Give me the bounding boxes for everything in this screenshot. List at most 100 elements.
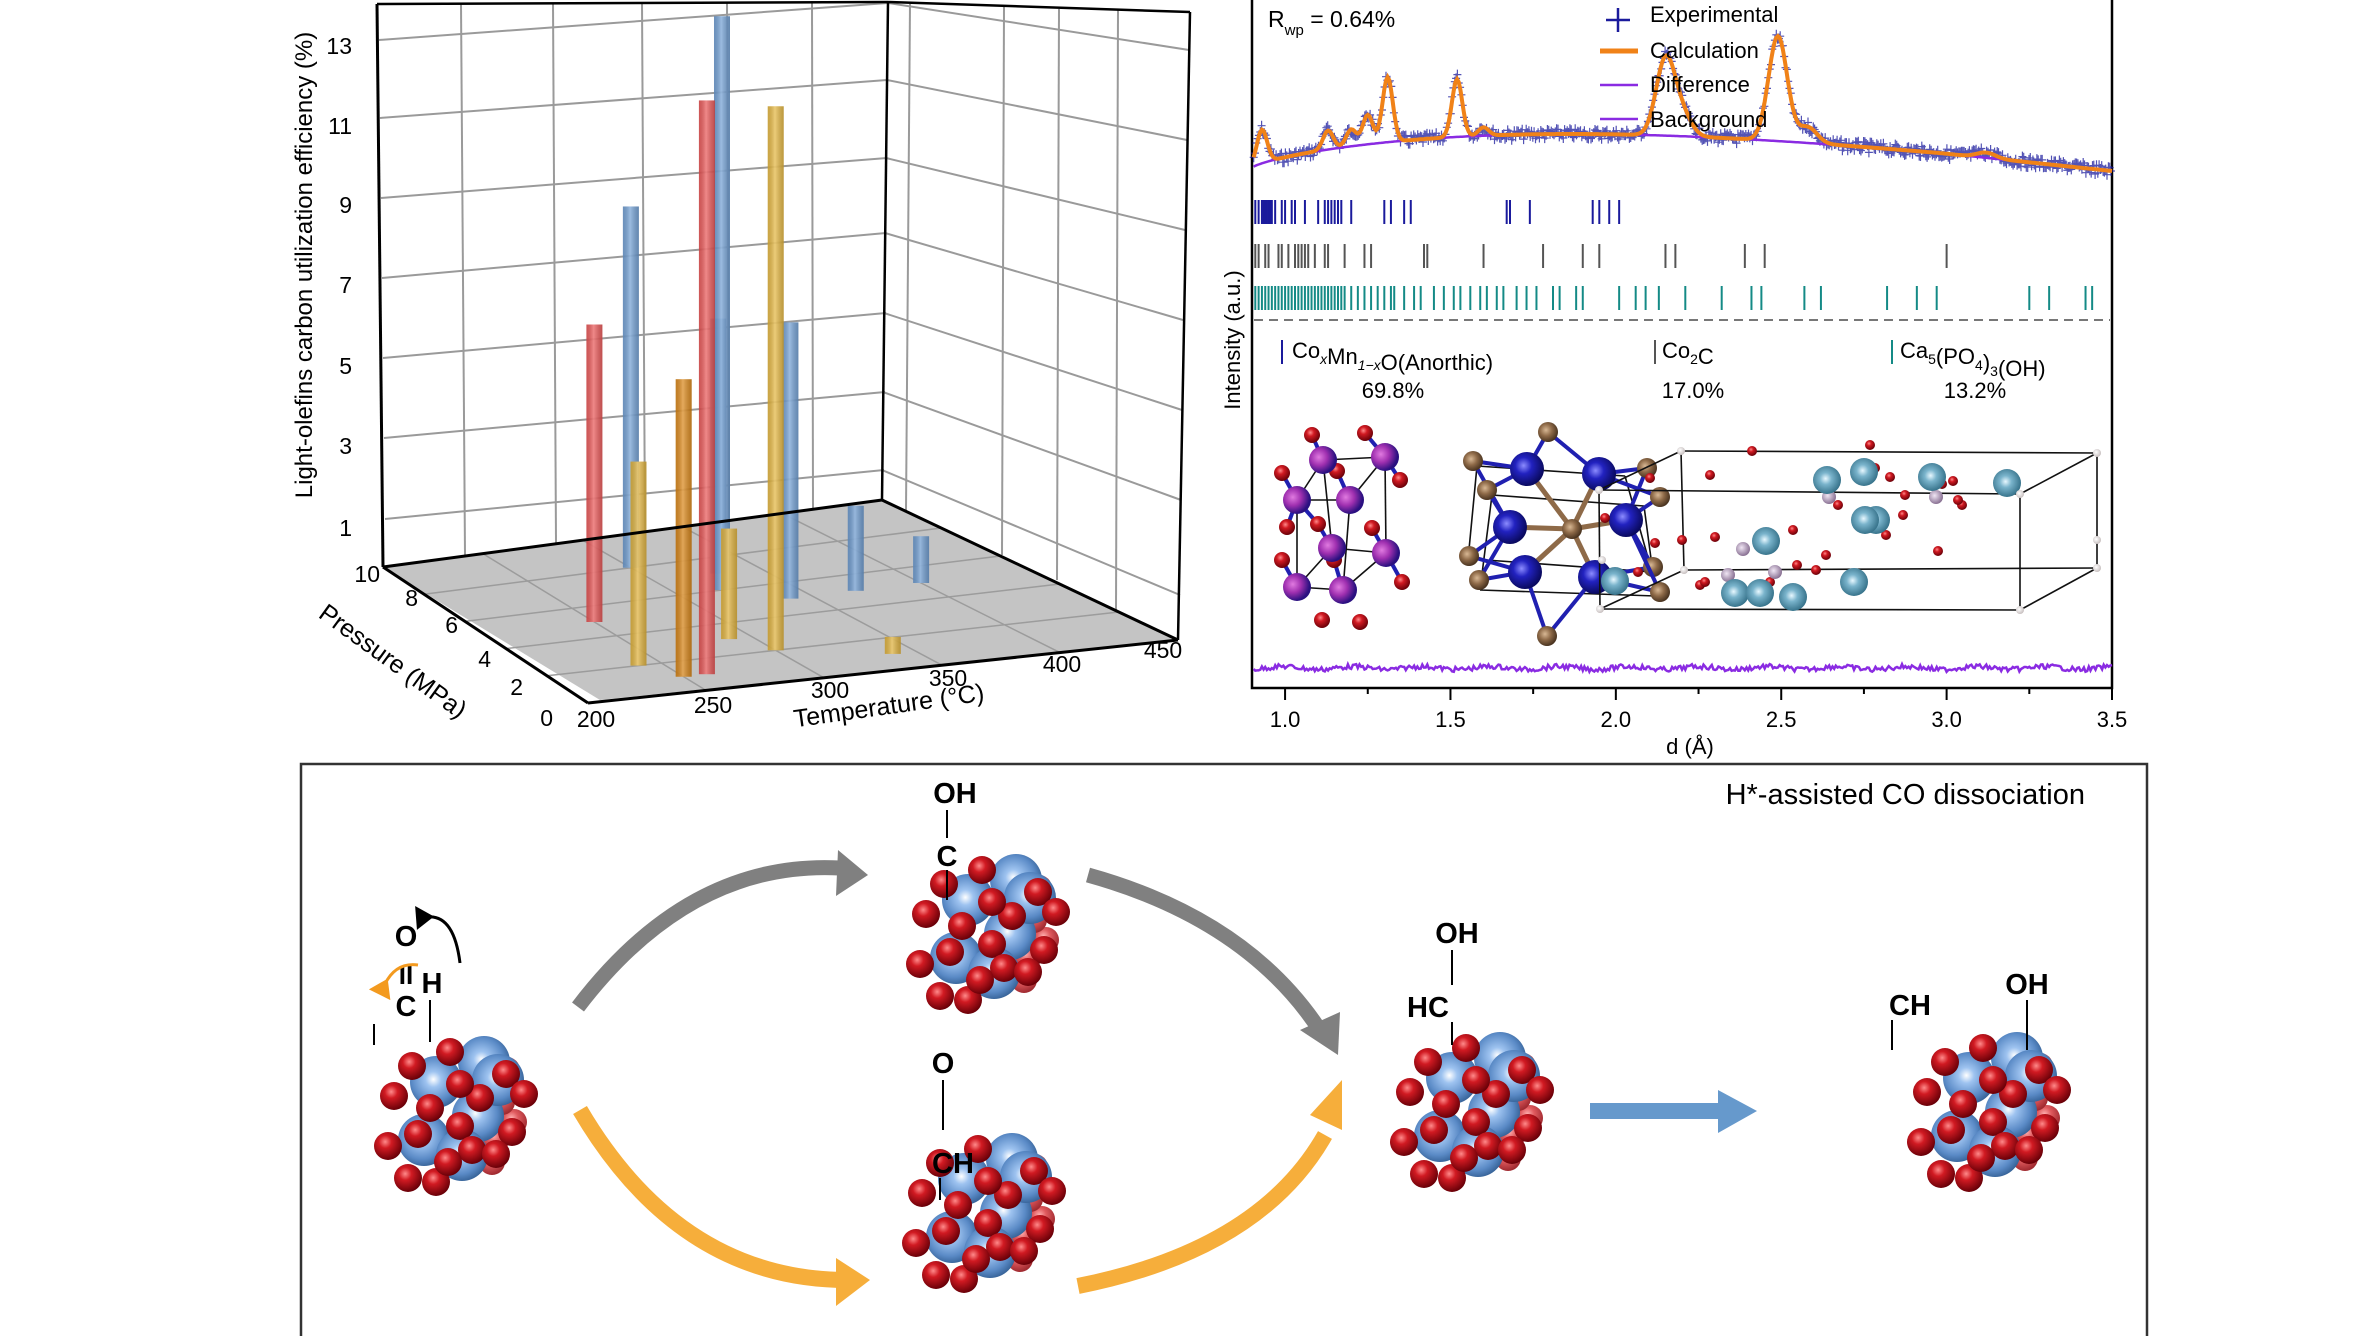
calcium-atom: [1851, 506, 1879, 534]
final-products: CH OH: [1889, 969, 2049, 1050]
phosphorus-atom: [1768, 565, 1782, 579]
oxygen-atom: [2015, 1136, 2043, 1164]
oxygen-atom: [1677, 535, 1687, 545]
grid-line: [883, 312, 1183, 411]
bar-shade: [630, 461, 647, 666]
oxygen-atom: [1949, 1090, 1977, 1118]
axes-frame: [375, 0, 1192, 705]
z-tick-label: 1: [339, 515, 352, 541]
oxygen-atom: [908, 1179, 936, 1207]
oxygen-atom: [964, 1135, 992, 1163]
z-tick-label: 7: [339, 272, 352, 298]
calcium-atom: [1746, 579, 1774, 607]
z-axis-label: Light-olefins carbon utilization efficie…: [291, 32, 318, 498]
oxygen-atom: [1931, 1048, 1959, 1076]
metal-atom: [1336, 486, 1364, 514]
calcium-atom: [1721, 579, 1749, 607]
cell-edge: [1342, 499, 1351, 591]
reflection-ticks: [1254, 200, 2094, 310]
hydrogen-label: H: [422, 968, 443, 1000]
formula-part: (PO: [1936, 344, 1975, 369]
rwp-value: = 0.64%: [1304, 6, 1395, 32]
oxygen-atom: [1833, 500, 1843, 510]
oxygen-atom: [1811, 565, 1821, 575]
oxygen-atom: [436, 1038, 464, 1066]
legend-item-background[interactable]: Background: [1600, 107, 1767, 132]
oxygen-atom: [1274, 465, 1290, 481]
hydroxyl-label: OH: [2005, 969, 2049, 1001]
carbon-atom: [1477, 480, 1497, 500]
legend-item-calculation[interactable]: Calculation: [1600, 38, 1759, 63]
bar-shade: [713, 16, 730, 591]
oxygen-atom: [1042, 898, 1070, 926]
x-tick-label: 1.5: [1435, 707, 1466, 732]
blue-arrow-to-final: [1590, 1090, 1757, 1133]
oxygen-atom: [1913, 1078, 1941, 1106]
oxygen-atom: [986, 1233, 1014, 1261]
oxygen-atom: [994, 1181, 1022, 1209]
cell-edge: [1322, 459, 1333, 549]
cell-edge: [1599, 608, 2021, 611]
oxygen-atom: [492, 1060, 520, 1088]
cell-edge: [1467, 465, 1478, 561]
legend-item-difference[interactable]: Difference: [1600, 72, 1750, 97]
carbon-atom: [1463, 451, 1483, 471]
oxygen-atom: [1885, 472, 1895, 482]
bar-shade: [767, 106, 784, 651]
phase-label-2: Co2C 17.0%: [1654, 338, 1724, 403]
catalyst-clusters: [374, 854, 2071, 1293]
oxygen-atom: [1747, 446, 1757, 456]
cell-edge: [1683, 567, 2098, 571]
y-tick-label: 6: [445, 612, 458, 638]
calcium-atom: [1993, 469, 2021, 497]
grid-lines: [378, 0, 1190, 692]
cobalt-atom: [1508, 555, 1542, 589]
grid-line: [885, 157, 1186, 231]
bar-gold: [767, 106, 784, 651]
oxygen-atom: [1364, 520, 1380, 536]
cluster-final: [1907, 1032, 2071, 1192]
oxygen-atom: [1900, 490, 1910, 500]
legend[interactable]: Experimental Calculation Difference Back…: [1600, 2, 1778, 132]
bar-blue: [913, 536, 930, 583]
oxygen-atom: [962, 1245, 990, 1273]
grid-line: [1115, 9, 1119, 611]
carbon-atom: [1650, 487, 1670, 507]
oxygen-atom: [1394, 574, 1410, 590]
oxygen-atom: [1991, 1132, 2019, 1160]
legend-label: Calculation: [1650, 38, 1759, 63]
cluster-upper: [906, 854, 1070, 1014]
x-axis-ticks: 200 250 300 350 400 450: [577, 637, 1182, 732]
oxygen-atom: [1979, 1066, 2007, 1094]
cobalt-atom: [1510, 452, 1544, 486]
oxygen-atom: [948, 912, 976, 940]
bar-gold: [884, 636, 901, 654]
cluster-lower: [902, 1133, 1066, 1293]
oxygen-atom: [1396, 1078, 1424, 1106]
x-axis: 1.0 1.5 2.0 2.5 3.0 3.5: [1270, 688, 2127, 732]
formula-part: ): [1983, 350, 1990, 375]
legend-item-experimental[interactable]: Experimental: [1606, 2, 1778, 32]
oxygen-atom: [998, 902, 1026, 930]
oxygen-atom: [1907, 1128, 1935, 1156]
oxygen-atom: [1310, 516, 1326, 532]
bar-blue: [847, 505, 864, 591]
calcium-atom: [1850, 458, 1878, 486]
z-tick-label: 9: [339, 192, 352, 218]
oxygen-atom: [1514, 1114, 1542, 1142]
oxygen-atom: [1645, 473, 1655, 483]
grid-line: [881, 469, 1181, 596]
oxygen-atom: [446, 1112, 474, 1140]
cell-edge: [1598, 489, 1601, 610]
oxygen-atom: [1452, 1034, 1480, 1062]
x-tick-label: 450: [1144, 637, 1182, 663]
phase-fraction: 69.8%: [1362, 378, 1424, 403]
legend-label: Difference: [1650, 72, 1750, 97]
oxygen-atom: [1508, 1056, 1536, 1084]
oxygen-atom: [936, 938, 964, 966]
grid-line: [905, 3, 911, 511]
formula-part: O(Anorthic): [1381, 350, 1493, 375]
carbon-atom: [1538, 422, 1558, 442]
